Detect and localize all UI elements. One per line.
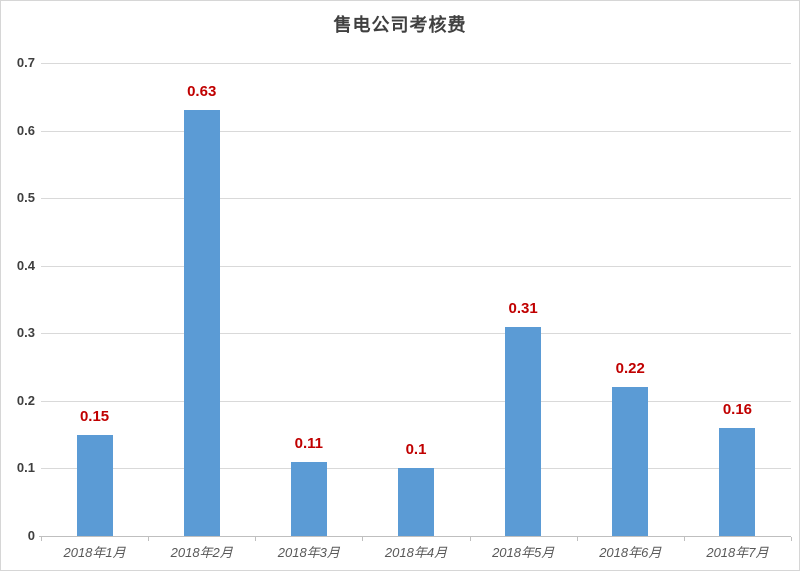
bar-value-label: 0.1 bbox=[405, 441, 427, 459]
y-axis-label: 0.1 bbox=[16, 460, 35, 476]
x-axis-label: 2018年4月 bbox=[384, 545, 448, 560]
x-axis-tick bbox=[148, 537, 150, 541]
bar bbox=[398, 468, 434, 536]
chart-title: 售电公司考核费 bbox=[333, 15, 467, 35]
x-axis-label: 2018年5月 bbox=[492, 545, 555, 560]
bar-value-label: 0.63 bbox=[187, 83, 217, 101]
x-axis-tick bbox=[41, 537, 42, 541]
x-axis-tick bbox=[791, 537, 792, 541]
gridline bbox=[41, 333, 791, 335]
bar bbox=[183, 110, 220, 536]
gridline bbox=[41, 198, 791, 200]
gridline bbox=[41, 400, 791, 402]
x-axis-tick bbox=[469, 537, 471, 541]
y-axis-label: 0.5 bbox=[16, 190, 35, 206]
y-axis-label: 0.7 bbox=[16, 55, 35, 70]
bar bbox=[76, 434, 113, 536]
gridline bbox=[41, 63, 791, 64]
gridline bbox=[41, 130, 791, 132]
x-axis-tick bbox=[576, 537, 578, 541]
gridline bbox=[41, 265, 791, 267]
y-axis-label: 0.3 bbox=[16, 325, 35, 341]
x-axis-label: 2018年7月 bbox=[706, 545, 769, 560]
x-axis-tick bbox=[255, 537, 257, 541]
bar-value-label: 0.15 bbox=[79, 407, 110, 425]
x-axis-line bbox=[39, 536, 791, 537]
y-axis-label: 0.4 bbox=[16, 257, 35, 273]
x-axis-label: 2018年2月 bbox=[170, 545, 233, 560]
y-axis-label: 0.6 bbox=[16, 122, 35, 138]
bar bbox=[612, 387, 649, 536]
x-axis-label: 2018年6月 bbox=[599, 545, 662, 560]
bar bbox=[719, 427, 756, 536]
x-axis-tick bbox=[683, 537, 685, 541]
bar-value-label: 0.31 bbox=[508, 299, 538, 317]
x-axis-label: 2018年3月 bbox=[277, 545, 340, 560]
bar bbox=[505, 326, 542, 536]
x-axis-tick bbox=[362, 537, 364, 541]
bar-value-label: 0.16 bbox=[722, 400, 753, 418]
x-axis-label: 2018年1月 bbox=[63, 545, 126, 560]
bar-value-label: 0.11 bbox=[294, 434, 324, 452]
bar-value-label: 0.22 bbox=[615, 360, 645, 378]
y-axis-label: 0 bbox=[27, 528, 35, 543]
bar bbox=[290, 461, 327, 536]
y-axis-label: 0.2 bbox=[16, 392, 35, 408]
